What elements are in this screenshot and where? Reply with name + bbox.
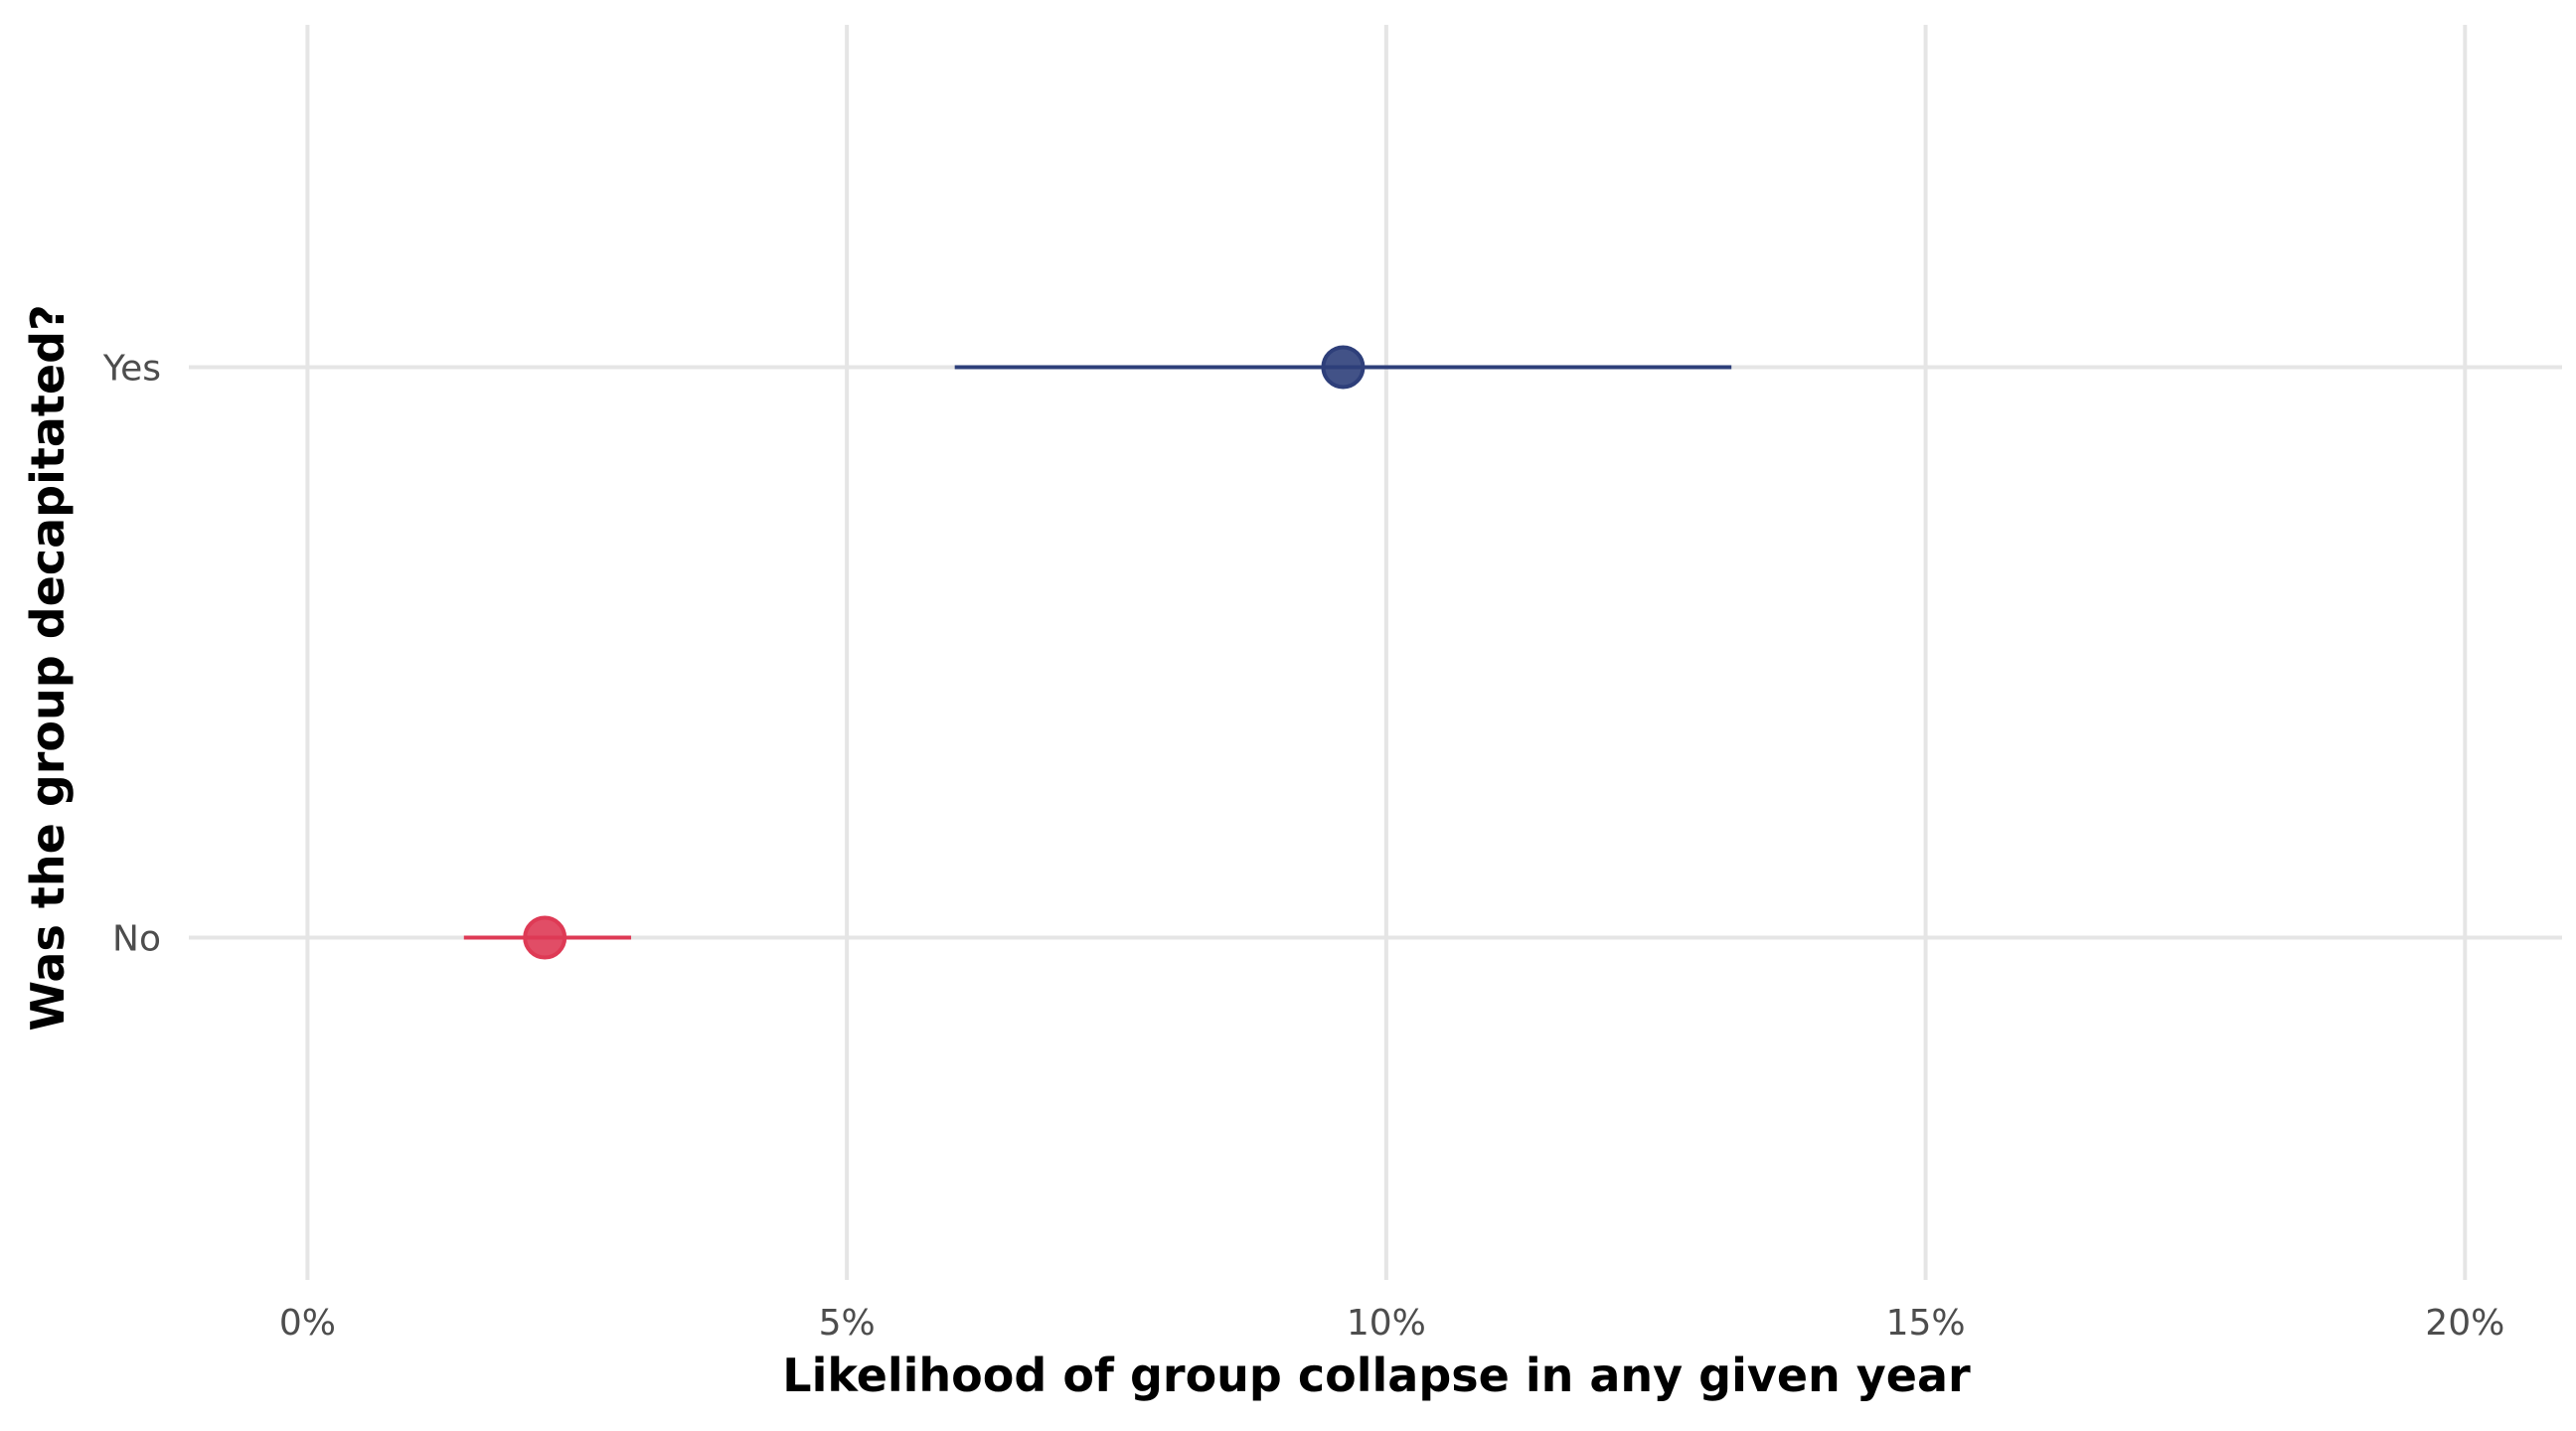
x-tick-label: 20% bbox=[2425, 1303, 2504, 1344]
marks-layer bbox=[463, 345, 1732, 960]
estimate-point bbox=[523, 915, 567, 960]
x-tick-label: 5% bbox=[819, 1303, 876, 1344]
labels-layer: 0% 5% 10% 15% 20% No Yes bbox=[102, 348, 2504, 1344]
y-tick-label: No bbox=[112, 919, 161, 960]
y-tick-label: Yes bbox=[102, 348, 161, 389]
estimate-point bbox=[1321, 345, 1366, 390]
y-axis-title: Was the group decapitated? bbox=[21, 304, 75, 1031]
x-tick-label: 0% bbox=[279, 1303, 336, 1344]
x-tick-label: 10% bbox=[1347, 1303, 1426, 1344]
grid-layer bbox=[189, 25, 2562, 1280]
x-axis-title: Likelihood of group collapse in any give… bbox=[782, 1349, 1971, 1402]
x-tick-label: 15% bbox=[1886, 1303, 1966, 1344]
